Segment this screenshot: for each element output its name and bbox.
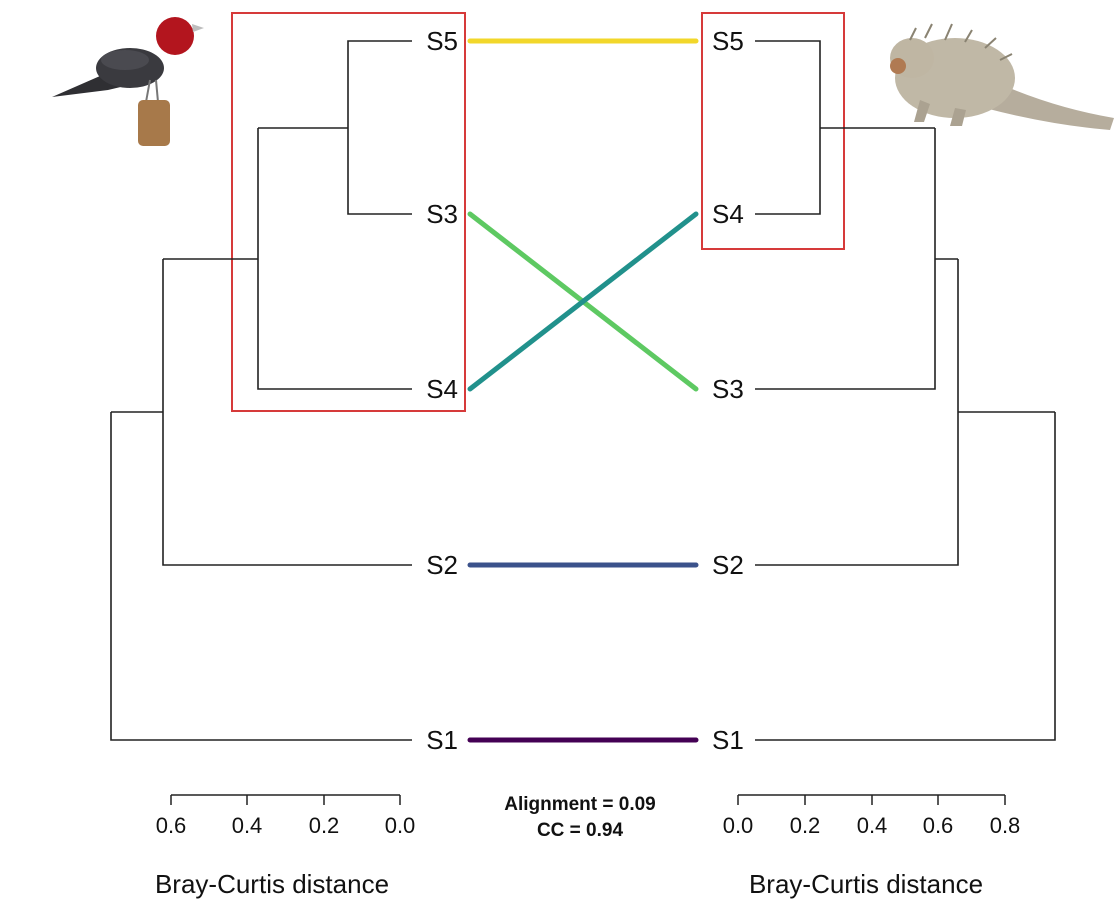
right-leaf-label: S5 <box>712 26 744 56</box>
left-tick-label: 0.0 <box>385 813 416 838</box>
right-leaf-labels: S5 S4 S3 S2 S1 <box>712 26 744 755</box>
left-branch-s5s3-s4 <box>163 128 412 390</box>
left-cluster-highlight-box <box>231 12 466 412</box>
left-leaf-label: S2 <box>426 550 458 580</box>
bird-icon <box>52 17 204 146</box>
right-leaf-label: S2 <box>712 550 744 580</box>
left-branch-s2 <box>111 259 412 566</box>
right-branch-s1 <box>755 412 1056 741</box>
left-dendrogram <box>110 40 412 741</box>
right-tick-label: 0.6 <box>923 813 954 838</box>
left-axis: 0.6 0.4 0.2 0.0 Bray-Curtis distance <box>155 794 416 899</box>
right-cluster-highlight-box <box>701 12 845 250</box>
right-leaf-label: S4 <box>712 199 744 229</box>
left-tick-label: 0.2 <box>309 813 340 838</box>
right-leaf-label: S1 <box>712 725 744 755</box>
left-tick-label: 0.4 <box>232 813 263 838</box>
right-tick-label: 0.0 <box>723 813 754 838</box>
right-axis: 0.0 0.2 0.4 0.6 0.8 Bray-Curtis distance <box>723 794 1021 899</box>
right-tick-label: 0.8 <box>990 813 1021 838</box>
right-branch-s3 <box>755 128 958 390</box>
connection-line-s4 <box>467 211 699 392</box>
left-leaf-label: S1 <box>426 725 458 755</box>
left-axis-title: Bray-Curtis distance <box>155 869 389 899</box>
right-leaf-label: S3 <box>712 374 744 404</box>
alignment-stat: Alignment = 0.09 <box>504 794 656 815</box>
left-leaf-label: S5 <box>426 26 458 56</box>
porcupine-icon <box>890 23 1114 130</box>
right-dendrogram <box>755 40 1056 741</box>
right-branch-s2 <box>755 259 1055 566</box>
right-tick-label: 0.2 <box>790 813 821 838</box>
right-branch-s5-s4 <box>755 40 935 215</box>
left-leaf-label: S3 <box>426 199 458 229</box>
left-branch-s1 <box>110 412 412 741</box>
cc-stat: CC = 0.94 <box>537 820 624 841</box>
left-leaf-label: S4 <box>426 374 458 404</box>
left-tick-label: 0.6 <box>156 813 187 838</box>
right-tick-label: 0.4 <box>857 813 888 838</box>
left-branch-s5-s3 <box>258 40 412 215</box>
right-axis-title: Bray-Curtis distance <box>749 869 983 899</box>
connection-lines <box>467 38 699 743</box>
left-leaf-labels: S5 S3 S4 S2 S1 <box>426 26 458 755</box>
